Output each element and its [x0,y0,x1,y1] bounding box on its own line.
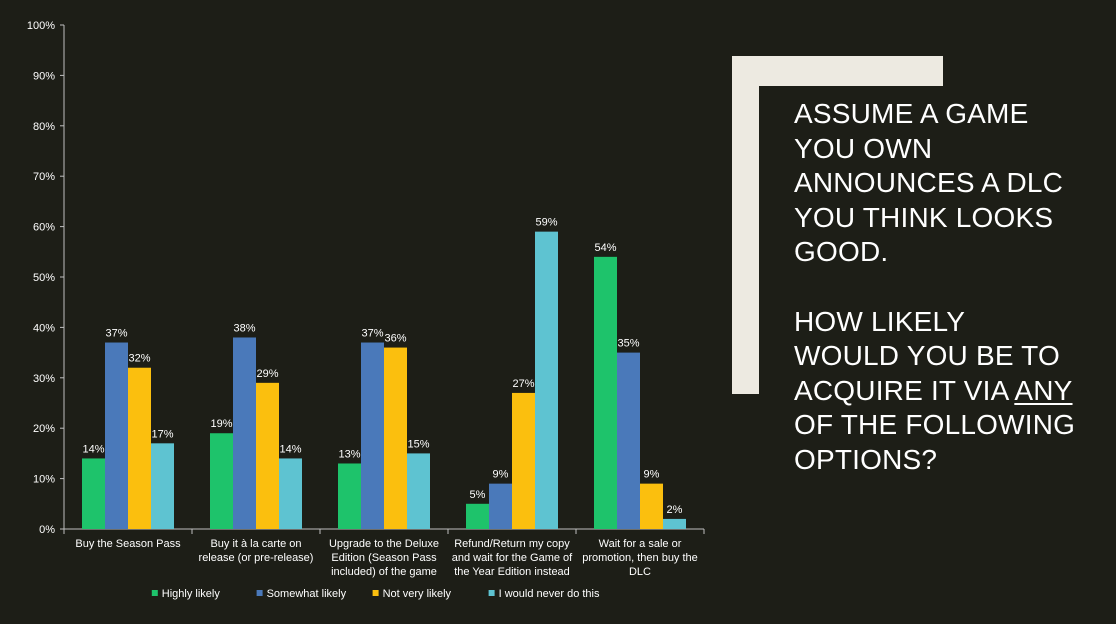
legend-swatch [256,590,263,596]
bar [279,458,302,529]
data-label: 15% [407,438,429,450]
headline-line: WOULD YOU BE TO [794,340,1060,372]
data-label: 17% [151,428,173,440]
bar [151,443,174,529]
bar [361,342,384,529]
data-label: 35% [617,338,639,350]
y-tick-label: 60% [33,222,55,234]
bar [256,382,279,529]
data-label: 37% [105,328,127,340]
bar [663,518,686,529]
bar [105,342,128,529]
bracket-decoration-left [732,56,759,394]
data-label: 9% [493,469,509,481]
headline-question: ASSUME A GAME YOU OWN ANNOUNCES A DLC YO… [794,97,1104,478]
category-label: DLC [629,566,651,578]
headline-line: ANNOUNCES A DLC [794,167,1064,199]
bar [594,256,617,529]
y-tick-label: 100% [27,20,55,32]
y-tick-label: 10% [33,474,55,486]
headline-line: YOU THINK LOOKS [794,201,1054,233]
legend-label: Somewhat likely [267,588,347,600]
headline-text: ACQUIRE IT VIA [794,374,1015,406]
headline-line: YOU OWN [794,132,933,164]
legend-swatch [372,590,379,596]
survey-bar-chart: 0% 10% 20% 30% 40% 50% 60% 70% 80% 90% 100% 14% 19% 1… [27,20,705,600]
data-label: 59% [535,217,557,229]
data-label: 38% [233,322,255,334]
data-label: 5% [470,489,486,501]
data-label: 32% [128,353,150,365]
y-tick-label: 0% [39,524,55,536]
headline-line: ASSUME A GAME [794,98,1029,129]
category-label: promotion, then buy the [582,552,698,564]
category-label: Upgrade to the Deluxe [329,538,439,550]
headline-line: HOW LIKELY [794,305,966,337]
legend-label: I would never do this [499,588,600,600]
category-label: release (or pre-release) [199,552,314,564]
bar [128,367,151,529]
bar [384,347,407,529]
bar [489,483,512,529]
y-tick-label: 50% [33,272,55,284]
legend-swatch [488,590,495,596]
category-label: Wait for a sale or [599,538,682,550]
data-label: 2% [667,504,683,516]
data-label: 19% [210,418,232,430]
legend-label: Not very likely [383,588,452,600]
category-label: Refund/Return my copy [454,538,570,550]
data-label: 29% [256,368,278,380]
category-label: the Year Edition instead [454,566,570,578]
data-label: 14% [82,443,104,455]
data-label: 27% [512,378,534,390]
category-label: Buy it à la carte on [210,538,301,550]
category-label: included) of the game [331,566,437,578]
data-label: 9% [644,469,660,481]
bar [338,463,361,529]
bar [210,433,233,529]
bar [535,231,558,529]
y-tick-label: 80% [33,121,55,133]
y-tick-label: 90% [33,70,55,82]
data-label: 37% [361,328,383,340]
bar [233,337,256,529]
bar [640,483,663,529]
legend-label: Highly likely [162,588,221,600]
category-label: Buy the Season Pass [75,538,181,550]
bar [512,392,535,529]
bar [617,352,640,529]
headline-line: OPTIONS? [794,443,938,475]
y-tick-label: 20% [33,423,55,435]
category-label: Edition (Season Pass [331,552,437,564]
data-label: 54% [594,242,616,254]
y-tick-label: 40% [33,322,55,334]
data-label: 36% [384,333,406,345]
legend-swatch [151,590,158,596]
data-label: 14% [279,443,301,455]
data-label: 13% [338,448,360,460]
bar [407,453,430,529]
category-label: and wait for the Game of [452,552,573,564]
headline-line: GOOD. [794,236,889,268]
bracket-decoration-top [732,56,943,86]
bar [82,458,105,529]
headline-line: OF THE FOLLOWING [794,409,1076,441]
headline-line: ACQUIRE IT VIA ANY [794,374,1104,409]
y-tick-label: 70% [33,171,55,183]
bar [466,503,489,529]
headline-emphasis: ANY [1014,374,1073,406]
y-tick-label: 30% [33,373,55,385]
